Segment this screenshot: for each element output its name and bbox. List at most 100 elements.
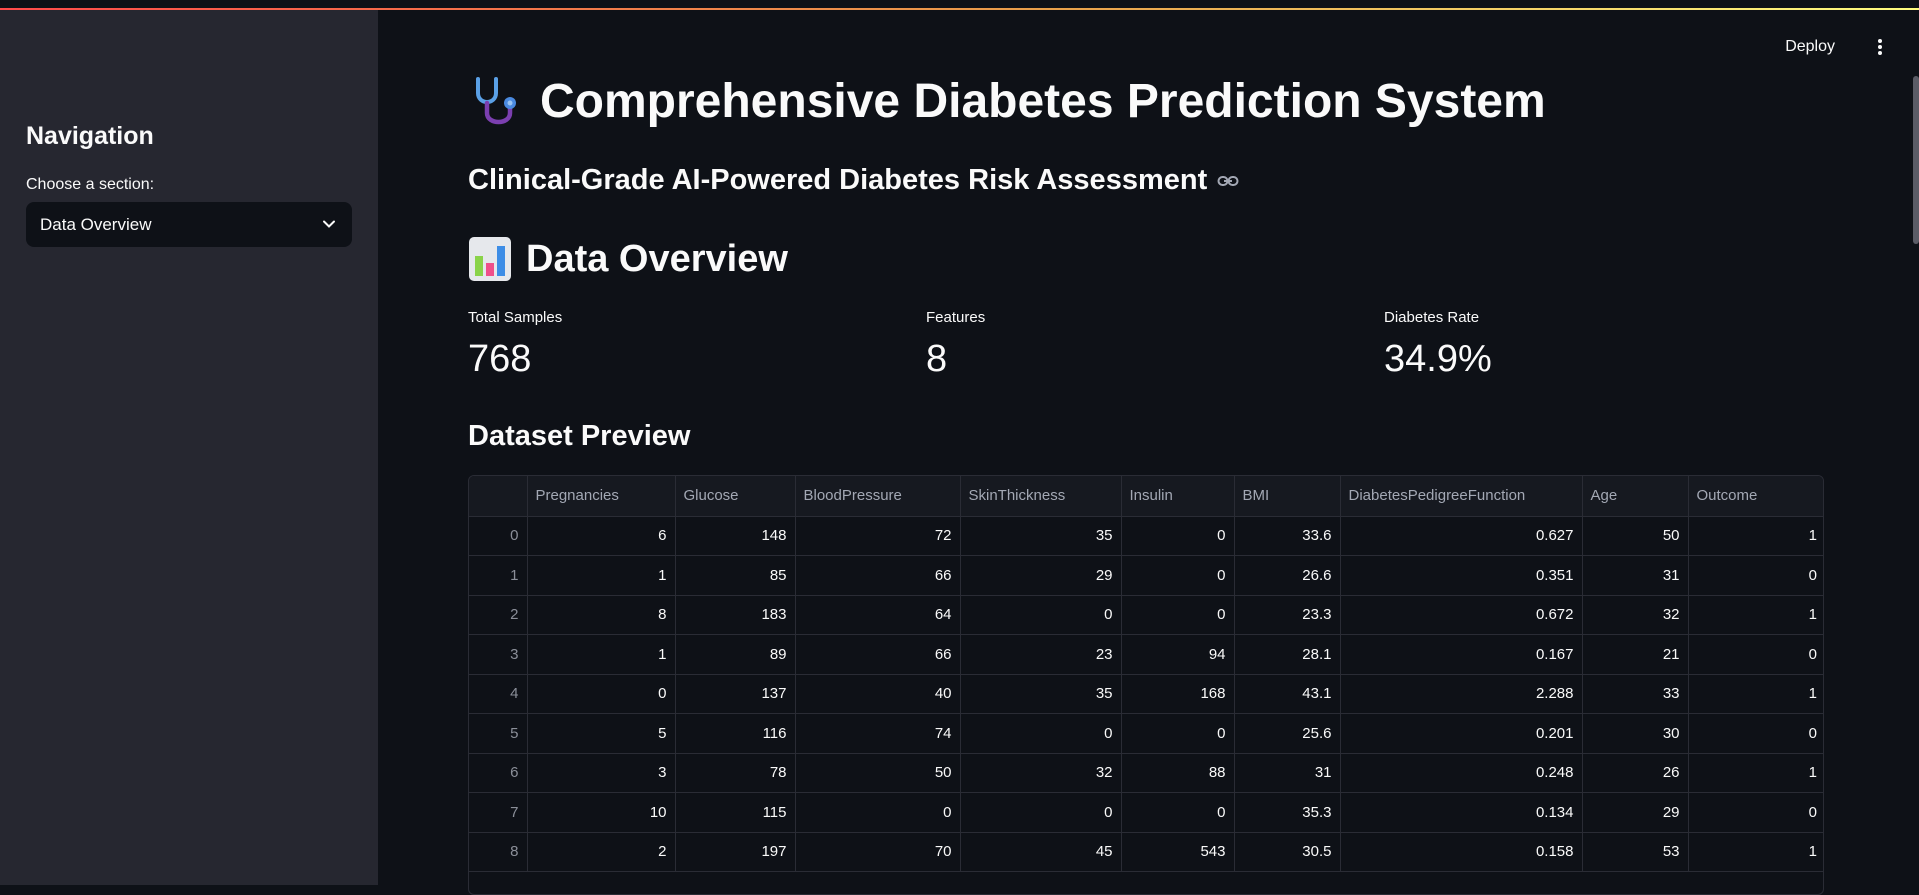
metric-features: Features 8 xyxy=(926,309,985,381)
page-subtitle: Clinical-Grade AI-Powered Diabetes Risk … xyxy=(468,164,1239,197)
table-cell: 33.6 xyxy=(1234,516,1341,556)
row-index-cell: 8 xyxy=(469,832,528,872)
section-select[interactable]: Data Overview xyxy=(26,202,352,247)
kebab-menu-icon[interactable] xyxy=(1877,38,1883,56)
table-cell: 5 xyxy=(527,713,676,754)
table-cell: 21 xyxy=(1582,634,1689,675)
table-cell: 50 xyxy=(1582,516,1689,556)
table-cell: 50 xyxy=(795,753,961,793)
column-header[interactable]: Glucose xyxy=(675,476,796,517)
table-cell: 0.627 xyxy=(1340,516,1583,556)
table-cell: 0 xyxy=(1121,555,1235,596)
link-icon[interactable] xyxy=(1217,174,1239,188)
row-index-cell: 3 xyxy=(469,634,528,675)
table-cell: 543 xyxy=(1121,832,1235,872)
table-cell: 0 xyxy=(960,792,1122,833)
table-cell: 70 xyxy=(795,832,961,872)
table-cell: 31 xyxy=(1582,555,1689,596)
chevron-down-icon xyxy=(323,220,335,228)
scrollbar[interactable] xyxy=(1913,76,1919,244)
table-cell: 29 xyxy=(1582,792,1689,833)
table-cell: 23 xyxy=(960,634,1122,675)
table-cell: 88 xyxy=(1121,753,1235,793)
dataset-table[interactable]: Pregnancies Glucose BloodPressure SkinThick… xyxy=(468,475,1824,895)
table-cell: 33 xyxy=(1582,674,1689,714)
table-row: 4 0 137 40 35 168 43.1 2.288 33 1 xyxy=(469,674,1823,714)
table-cell: 94 xyxy=(1121,634,1235,675)
table-row: 8 2 197 70 45 543 30.5 0.158 53 1 xyxy=(469,832,1823,872)
column-header[interactable]: Pregnancies xyxy=(527,476,676,517)
table-cell: 53 xyxy=(1582,832,1689,872)
table-cell: 85 xyxy=(675,555,796,596)
table-cell: 66 xyxy=(795,555,961,596)
table-cell: 1 xyxy=(1688,595,1823,635)
row-index-cell: 2 xyxy=(469,595,528,635)
table-cell: 115 xyxy=(675,792,796,833)
column-header[interactable]: BloodPressure xyxy=(795,476,961,517)
table-cell: 32 xyxy=(1582,595,1689,635)
table-row: 0 6 148 72 35 0 33.6 0.627 50 1 xyxy=(469,516,1823,556)
row-index-cell: 4 xyxy=(469,674,528,714)
column-header[interactable]: SkinThickness xyxy=(960,476,1122,517)
column-header[interactable]: Age xyxy=(1582,476,1689,517)
table-cell: 0 xyxy=(527,674,676,714)
column-header[interactable]: Outcome xyxy=(1688,476,1823,517)
table-cell: 0.167 xyxy=(1340,634,1583,675)
table-cell: 0.134 xyxy=(1340,792,1583,833)
table-cell: 0 xyxy=(1121,595,1235,635)
table-cell: 30 xyxy=(1582,713,1689,754)
table-cell: 137 xyxy=(675,674,796,714)
table-row: 6 3 78 50 32 88 31 0.248 26 1 xyxy=(469,753,1823,793)
table-cell: 10 xyxy=(527,792,676,833)
table-cell: 78 xyxy=(675,753,796,793)
metric-value: 768 xyxy=(468,338,532,380)
table-cell: 35 xyxy=(960,516,1122,556)
table-cell: 89 xyxy=(675,634,796,675)
section-select-value: Data Overview xyxy=(40,214,152,234)
column-header[interactable]: BMI xyxy=(1234,476,1341,517)
table-row: 3 1 89 66 23 94 28.1 0.167 21 0 xyxy=(469,634,1823,675)
section-heading: Data Overview xyxy=(468,236,788,282)
table-cell: 31 xyxy=(1234,753,1341,793)
table-cell: 1 xyxy=(527,555,676,596)
table-cell: 0 xyxy=(795,792,961,833)
deploy-button[interactable]: Deploy xyxy=(1785,38,1835,55)
table-cell: 66 xyxy=(795,634,961,675)
column-header[interactable]: Insulin xyxy=(1121,476,1235,517)
table-cell: 45 xyxy=(960,832,1122,872)
sidebar: Navigation Choose a section: Data Overvi… xyxy=(0,0,378,885)
row-index-cell: 1 xyxy=(469,555,528,596)
page-subtitle-text: Clinical-Grade AI-Powered Diabetes Risk … xyxy=(468,164,1208,196)
column-header[interactable]: DiabetesPedigreeFunction xyxy=(1340,476,1583,517)
table-cell: 0.248 xyxy=(1340,753,1583,793)
top-bar-shade xyxy=(0,0,1919,8)
table-cell: 26.6 xyxy=(1234,555,1341,596)
main-content: Deploy Comprehensive Diabetes Prediction… xyxy=(378,0,1919,895)
row-index-cell: 7 xyxy=(469,792,528,833)
table-row: 5 5 116 74 0 0 25.6 0.201 30 0 xyxy=(469,713,1823,754)
table-cell: 35.3 xyxy=(1234,792,1341,833)
table-cell: 74 xyxy=(795,713,961,754)
table-cell: 0 xyxy=(1121,792,1235,833)
metric-value: 8 xyxy=(926,338,948,380)
table-cell: 2.288 xyxy=(1340,674,1583,714)
table-cell: 43.1 xyxy=(1234,674,1341,714)
table-cell: 0.351 xyxy=(1340,555,1583,596)
table-cell: 35 xyxy=(960,674,1122,714)
row-index-cell: 6 xyxy=(469,753,528,793)
table-cell: 0 xyxy=(1688,634,1823,675)
table-cell: 1 xyxy=(1688,516,1823,556)
table-cell: 0.158 xyxy=(1340,832,1583,872)
dataset-preview-heading: Dataset Preview xyxy=(468,420,691,452)
table-cell: 116 xyxy=(675,713,796,754)
bar-chart-icon xyxy=(469,237,511,281)
sidebar-heading: Navigation xyxy=(26,122,154,150)
table-cell: 183 xyxy=(675,595,796,635)
column-header[interactable] xyxy=(469,476,528,517)
section-select-label: Choose a section: xyxy=(26,176,155,193)
table-cell: 0 xyxy=(960,713,1122,754)
metric-label: Diabetes Rate xyxy=(1384,309,1480,326)
table-row: 1 1 85 66 29 0 26.6 0.351 31 0 xyxy=(469,555,1823,596)
table-cell: 40 xyxy=(795,674,961,714)
table-cell: 72 xyxy=(795,516,961,556)
